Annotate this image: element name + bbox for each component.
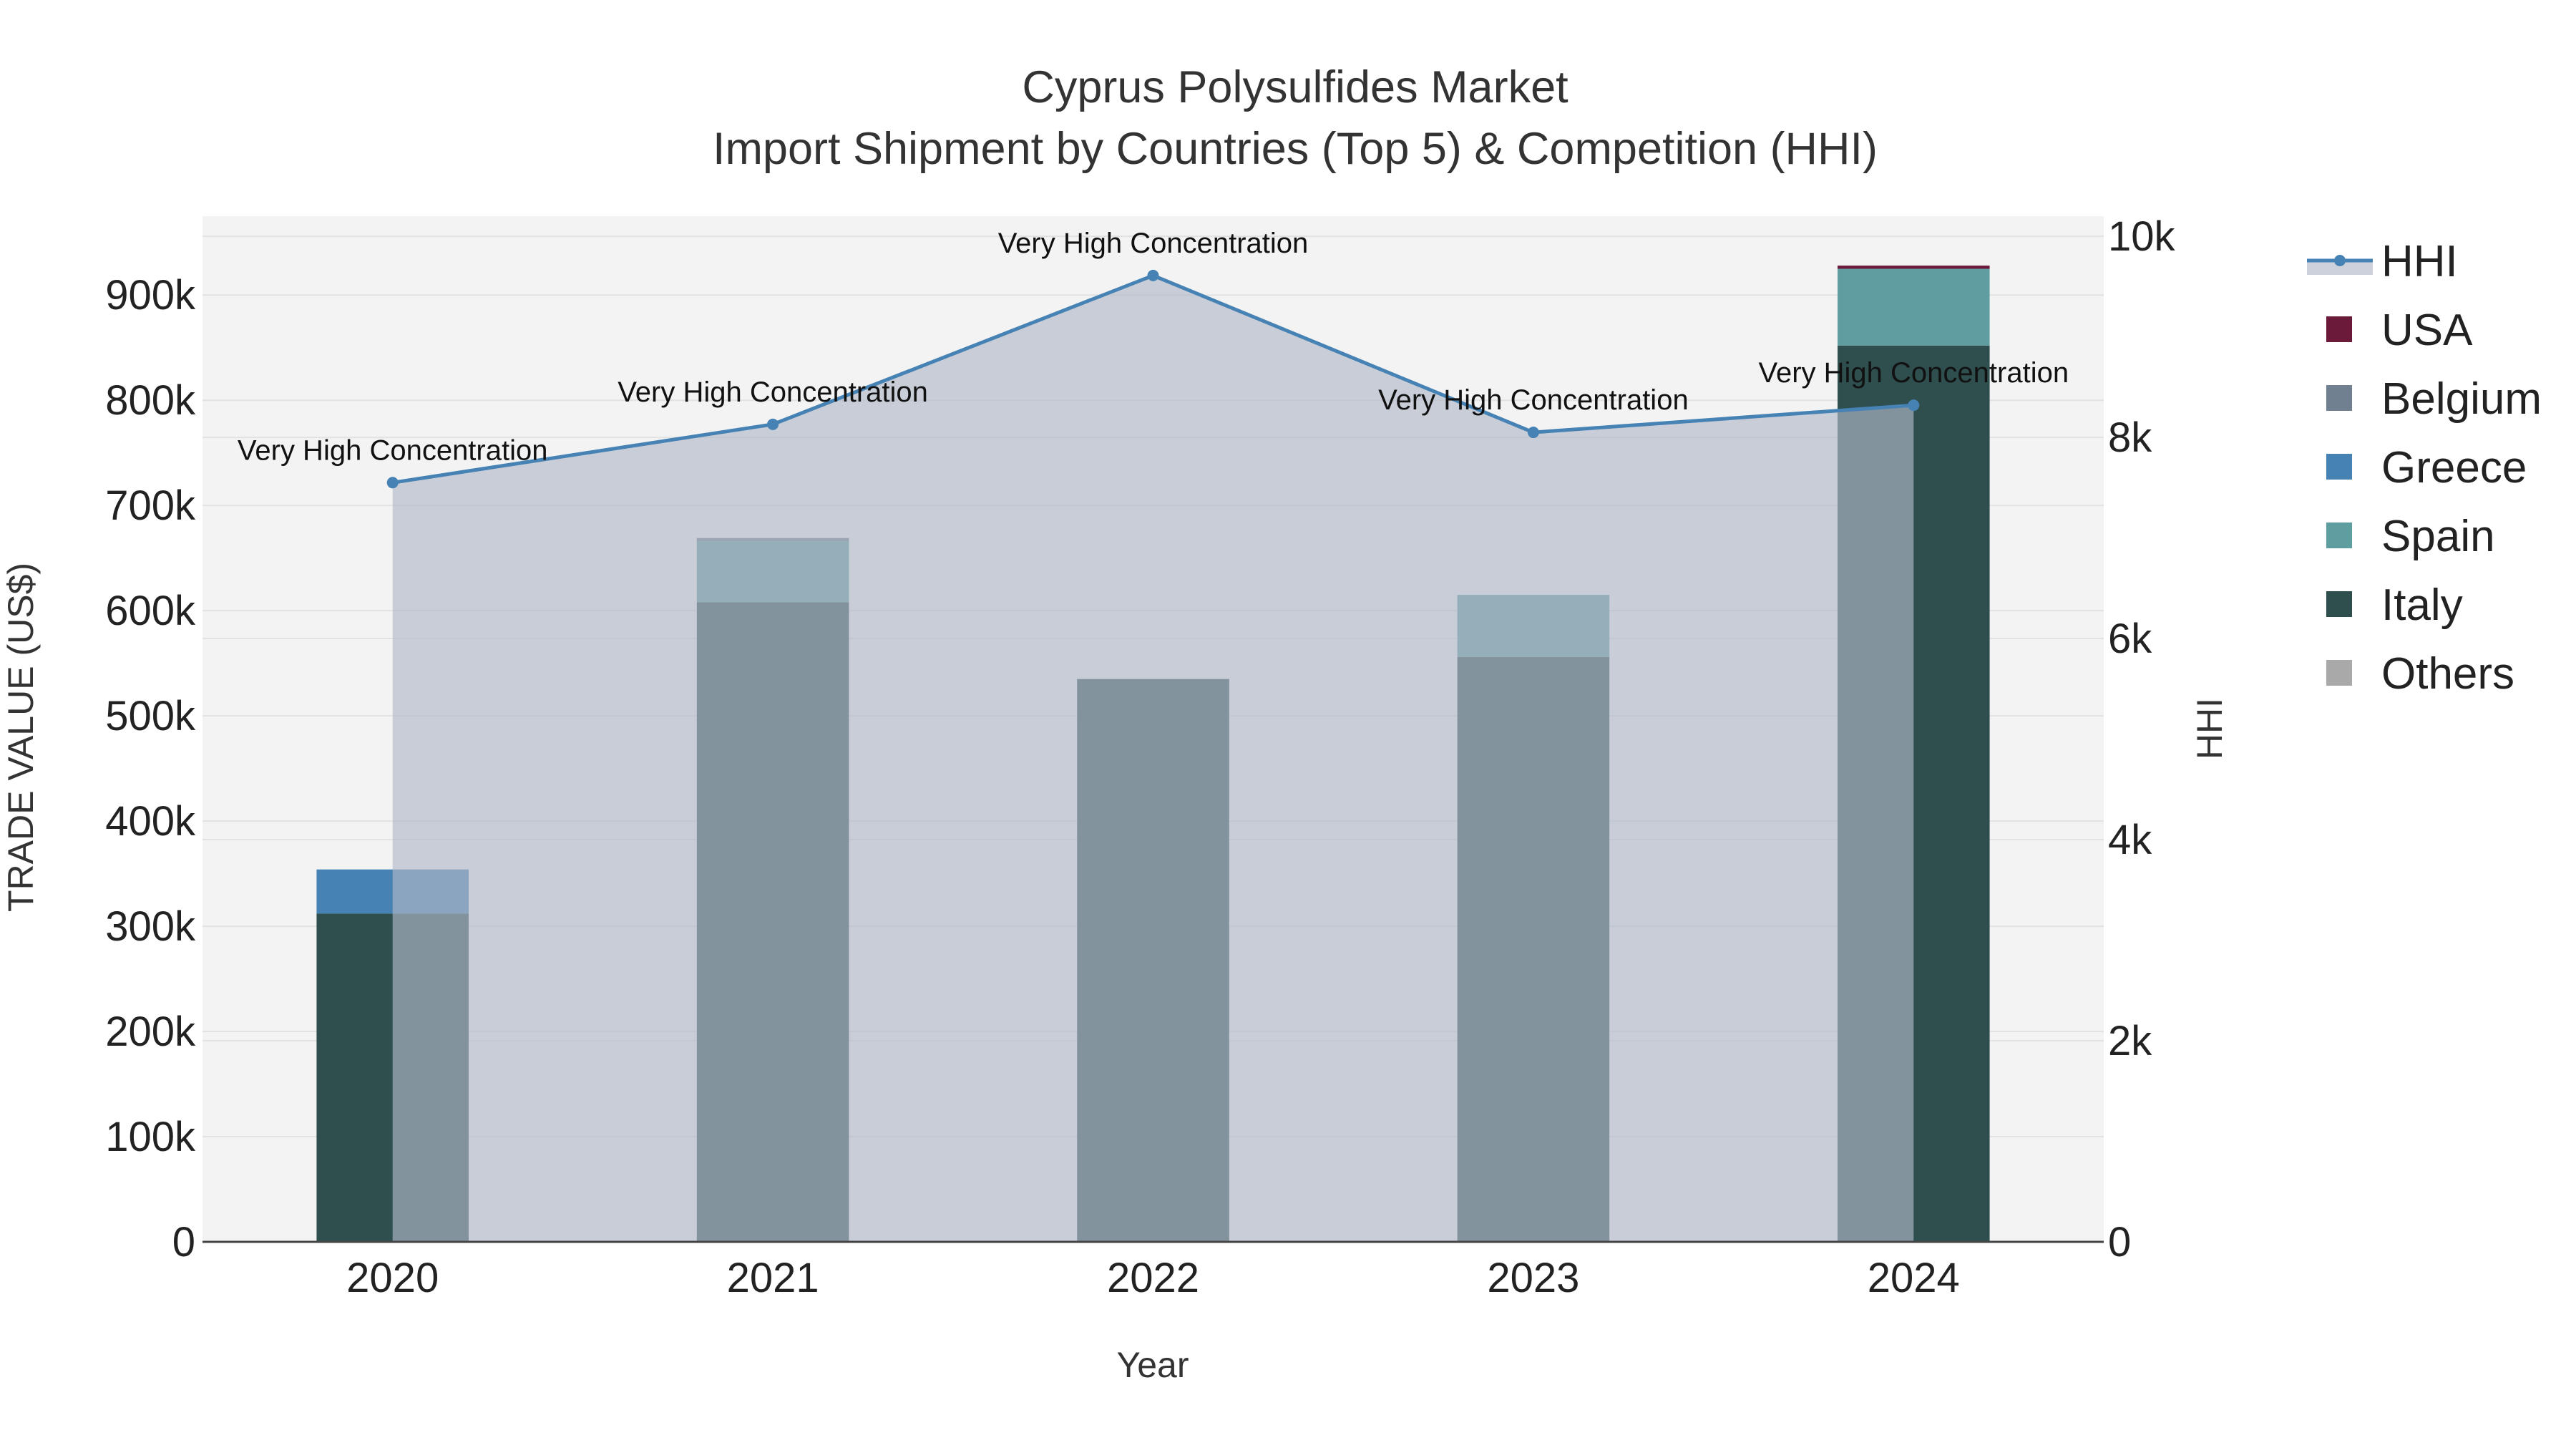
hhi-annotation-2021: Very High Concentration [618, 376, 928, 408]
hhi-point-2024 [1908, 399, 1920, 412]
hhi-point-2022 [1147, 269, 1159, 281]
hhi-annotation-2022: Very High Concentration [998, 228, 1309, 259]
y-tick-label: 0 [172, 1219, 195, 1265]
legend-swatch [2326, 316, 2352, 342]
x-tick-label: 2020 [346, 1255, 439, 1301]
y-tick-label: 300k [105, 903, 196, 950]
y-tick-label: 400k [105, 798, 196, 845]
x-tick-label: 2021 [727, 1255, 819, 1301]
y-axis-title: TRADE VALUE (US$) [1, 563, 41, 912]
y2-tick-label: 4k [2108, 817, 2152, 863]
legend-label: Others [2381, 649, 2514, 699]
y2-axis-title: HHI [2190, 698, 2230, 759]
legend-item-spain: Spain [2326, 512, 2495, 561]
y2-tick-label: 8k [2108, 414, 2152, 461]
legend-swatch [2326, 385, 2352, 411]
legend-swatch [2326, 591, 2352, 617]
x-tick-label: 2022 [1107, 1255, 1199, 1301]
hhi-point-2021 [767, 418, 779, 430]
hhi-point-2023 [1527, 427, 1539, 439]
y-tick-label: 900k [105, 272, 196, 319]
legend-swatch [2326, 660, 2352, 686]
y-tick-label: 700k [105, 482, 196, 529]
x-axis-title: Year [1116, 1345, 1189, 1385]
legend-item-italy: Italy [2326, 580, 2463, 630]
y2-tick-label: 0 [2108, 1219, 2131, 1265]
legend: HHI USA Belgium Greece Spain Italy Others [2307, 237, 2542, 699]
legend-label: USA [2381, 306, 2473, 355]
legend-swatch [2326, 454, 2352, 480]
legend-label: Greece [2381, 443, 2527, 492]
legend-label: Belgium [2381, 374, 2542, 424]
hhi-annotations: Very High Concentration Very High Concent… [238, 228, 2069, 466]
y-tick-label: 500k [105, 693, 196, 739]
legend-swatch-hhi-marker [2334, 255, 2346, 266]
y-tick-label: 200k [105, 1009, 196, 1055]
legend-item-hhi: HHI [2307, 237, 2458, 286]
x-tick-label: 2023 [1487, 1255, 1579, 1301]
y2-tick-label: 6k [2108, 616, 2152, 662]
hhi-area [392, 275, 1914, 1243]
y-tick-label: 800k [105, 377, 196, 424]
y2-tick-label: 10k [2108, 213, 2176, 260]
y-tick-label: 600k [105, 588, 196, 634]
chart-subtitle: Import Shipment by Countries (Top 5) & C… [713, 124, 1878, 174]
y2-axis-ticks: 0 2k 4k 6k 8k 10k [2108, 213, 2176, 1265]
y-tick-label: 100k [105, 1114, 196, 1160]
hhi-annotation-2023: Very High Concentration [1378, 384, 1689, 416]
hhi-point-2020 [386, 477, 399, 489]
y2-tick-label: 2k [2108, 1018, 2152, 1064]
legend-item-belgium: Belgium [2326, 374, 2542, 424]
x-axis-ticks: 2020 2021 2022 2023 2024 [346, 1255, 1960, 1301]
legend-swatch [2326, 523, 2352, 548]
x-tick-label: 2024 [1868, 1255, 1960, 1301]
legend-label: Spain [2381, 512, 2495, 561]
legend-label: HHI [2381, 237, 2458, 286]
hhi-annotation-2020: Very High Concentration [238, 434, 548, 466]
legend-item-greece: Greece [2326, 443, 2527, 492]
legend-swatch-hhi-area [2307, 259, 2373, 275]
y-axis-ticks: 0 100k 200k 300k 400k 500k 600k 700k 800k 900k [105, 272, 196, 1265]
hhi-series [386, 269, 1920, 1243]
hhi-annotation-2024: Very High Concentration [1759, 357, 2069, 389]
legend-item-others: Others [2326, 649, 2514, 699]
bar-usa-2024 [1838, 266, 1990, 269]
legend-item-usa: USA [2326, 306, 2473, 355]
bar-spain-2024 [1838, 268, 1990, 346]
chart-title: Cyprus Polysulfides Market [1022, 62, 1568, 112]
legend-label: Italy [2381, 580, 2463, 630]
